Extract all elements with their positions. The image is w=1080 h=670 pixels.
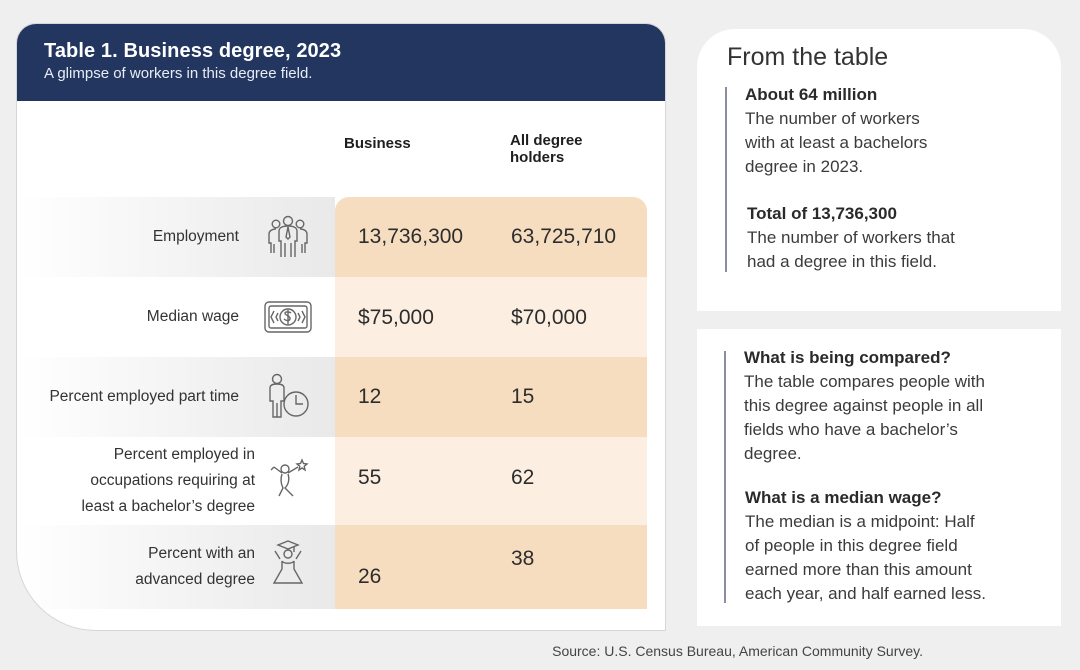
fact-heading: About 64 million (745, 85, 878, 104)
row-label-line: Percent with an (148, 545, 255, 562)
graduate-icon (272, 540, 304, 584)
explanation-panel: What is being compared? The table compar… (697, 329, 1061, 626)
value-all-degree-holders: 15 (511, 385, 535, 408)
fact-text-line: had a degree in this field. (747, 252, 937, 271)
column-header-business: Business (344, 135, 411, 152)
faq-text-line: fields who have a bachelor’s (744, 420, 958, 439)
table-card: Table 1. Business degree, 2023 A glimpse… (16, 23, 666, 631)
fact-text-line: The number of workers that (747, 228, 955, 247)
row-label-cell: Median wage (17, 277, 335, 357)
faq-text-line: The median is a midpoint: Half (745, 512, 975, 531)
faq-what-is-median-wage: What is a median wage? The median is a m… (745, 486, 986, 606)
row-label: Median wage (146, 308, 239, 325)
row-label: Percent with an advanced degree (135, 525, 255, 609)
table-row-median-wage: Median wage $75,000 $70,000 (17, 277, 647, 357)
fact-heading: Total of 13,736,300 (747, 204, 897, 223)
faq-text-line: of people in this degree field (745, 536, 958, 555)
value-all-degree-holders: 38 (511, 547, 535, 570)
value-all-degree-holders: $70,000 (511, 306, 587, 329)
panel-title: From the table (727, 43, 889, 71)
table-title: Table 1. Business degree, 2023 (44, 40, 342, 62)
faq-text-line: earned more than this amount (745, 560, 972, 579)
row-label-cell: Percent employed part time (17, 357, 335, 437)
row-label-line: occupations requiring at (90, 472, 255, 489)
value-business: $75,000 (358, 306, 434, 329)
value-business: 26 (358, 565, 382, 588)
row-values: 55 62 (335, 437, 647, 525)
people-group-icon (268, 215, 308, 257)
row-label-cell: Percent employed in occupations requirin… (17, 437, 335, 525)
column-header-all-degree-holders: All degree holders (510, 132, 583, 166)
faq-heading: What is a median wage? (745, 488, 942, 507)
row-label-cell: Employment (17, 197, 335, 277)
faq-text-line: The table compares people with (744, 372, 985, 391)
row-label: Percent employed in occupations requirin… (82, 437, 256, 525)
money-bill-icon (264, 301, 312, 333)
row-label-line: Percent employed in (113, 446, 255, 463)
value-business: 12 (358, 385, 382, 408)
person-clock-icon (269, 373, 309, 418)
faq-text-line: each year, and half earned less. (745, 584, 986, 603)
value-all-degree-holders: 62 (511, 466, 535, 489)
row-values: 12 15 (335, 357, 647, 437)
table-subtitle: A glimpse of workers in this degree fiel… (44, 65, 313, 82)
value-business: 55 (358, 466, 382, 489)
accent-bar (724, 351, 726, 603)
fact-block-field-workers: Total of 13,736,300 The number of worker… (747, 202, 955, 274)
row-label-cell: Percent with an advanced degree (17, 525, 335, 609)
table-row-advanced-degree: Percent with an advanced degree 26 38 (17, 525, 647, 609)
table-row-occupations-requiring-bachelors: Percent employed in occupations requirin… (17, 437, 647, 525)
faq-heading: What is being compared? (744, 348, 951, 367)
source-note: Source: U.S. Census Bureau, American Com… (552, 643, 923, 659)
fact-text-line: The number of workers (745, 109, 920, 128)
person-reaching-star-icon (270, 458, 309, 497)
faq-text-line: this degree against people in all (744, 396, 984, 415)
accent-bar (725, 87, 727, 272)
fact-text-line: with at least a bachelors (745, 133, 928, 152)
faq-text-line: degree. (744, 444, 802, 463)
value-all-degree-holders: 63,725,710 (511, 225, 617, 248)
fact-text-line: degree in 2023. (745, 157, 864, 176)
row-label-line: least a bachelor’s degree (81, 498, 256, 515)
row-values: $75,000 $70,000 (335, 277, 647, 357)
row-values: 26 38 (335, 525, 647, 609)
faq-what-is-compared: What is being compared? The table compar… (744, 346, 985, 466)
column-header-line: holders (510, 149, 565, 166)
fact-block-total-workers: About 64 million The number of workers w… (745, 83, 927, 179)
table-header: Table 1. Business degree, 2023 A glimpse… (17, 24, 665, 101)
row-label-line: advanced degree (135, 571, 255, 588)
column-header-line: All degree (510, 132, 583, 149)
table-row-part-time: Percent employed part time 12 15 (17, 357, 647, 437)
row-values: 13,736,300 63,725,710 (335, 197, 647, 277)
row-label: Employment (152, 228, 239, 245)
table-row-employment: Employment 13,736,300 63,725,710 (17, 197, 647, 277)
from-the-table-panel: From the table About 64 million The numb… (697, 29, 1061, 311)
row-label: Percent employed part time (49, 388, 239, 405)
value-business: 13,736,300 (358, 225, 464, 248)
